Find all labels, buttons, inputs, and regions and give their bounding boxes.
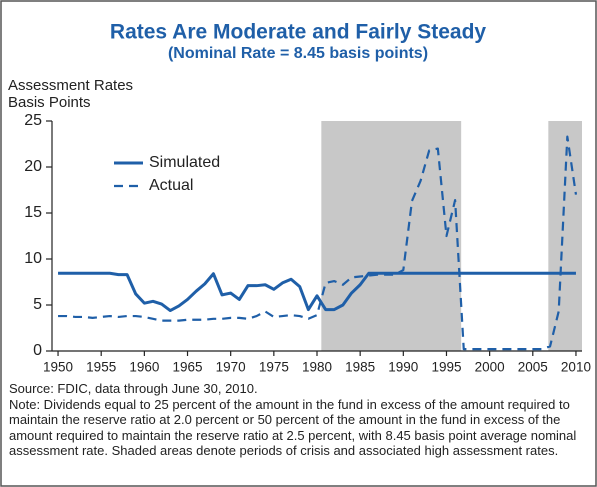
y-tick-label: 15 <box>24 204 42 221</box>
note: Note: Dividends equal to 25 percent of t… <box>9 396 577 459</box>
x-tick-label: 1975 <box>259 360 289 375</box>
chart-title: Rates Are Moderate and Fairly Steady <box>110 21 487 44</box>
y-tick-label: 20 <box>24 158 42 175</box>
x-tick-label: 2010 <box>561 360 591 375</box>
y-axis-label: Assessment Rates <box>8 77 133 94</box>
series-line <box>58 271 576 313</box>
x-tick-label: 2005 <box>518 360 548 375</box>
x-tick-label: 2000 <box>475 360 505 375</box>
notes: Source: FDIC, data through June 30, 2010… <box>9 381 591 459</box>
x-tick-label: 1980 <box>302 360 332 375</box>
shaded-period <box>548 121 582 351</box>
y-tick-label: 0 <box>33 342 42 359</box>
x-tick-label: 1960 <box>129 360 159 375</box>
x-tick-label: 1965 <box>172 360 202 375</box>
x-tick-label: 1985 <box>345 360 375 375</box>
legend-label: Simulated <box>149 154 220 171</box>
x-tick-label: 1950 <box>43 360 73 375</box>
x-tick-label: 1970 <box>216 360 246 375</box>
series-line <box>58 135 578 351</box>
x-tick-label: 1955 <box>86 360 116 375</box>
y-tick-label: 10 <box>24 250 42 267</box>
y-axis-label: Basis Points <box>8 94 91 111</box>
x-tick-label: 1995 <box>431 360 461 375</box>
legend-label: Actual <box>149 177 193 194</box>
shaded-period <box>321 121 462 351</box>
x-tick-label: 1990 <box>388 360 418 375</box>
y-tick-label: 25 <box>24 112 42 129</box>
chart-subtitle: (Nominal Rate = 8.45 basis points) <box>168 45 428 62</box>
y-tick-label: 5 <box>33 296 42 313</box>
note: Source: FDIC, data through June 30, 2010… <box>9 381 258 396</box>
